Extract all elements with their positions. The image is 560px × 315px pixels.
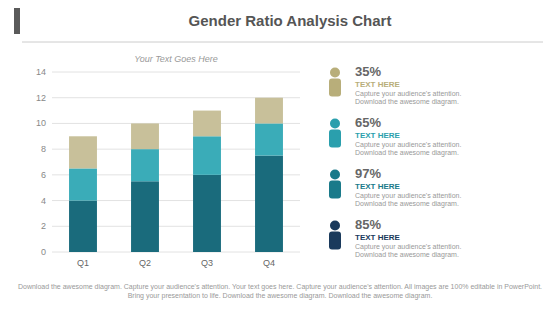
- bar-segment: [69, 136, 97, 168]
- person-body: [329, 130, 341, 148]
- sidebar-percent: 97%: [355, 166, 381, 181]
- title-accent: [14, 8, 20, 34]
- sidebar-desc: Capture your audience's attention.: [355, 192, 461, 200]
- sidebar-desc: Capture your audience's attention.: [355, 243, 461, 251]
- bar-segment: [193, 175, 221, 252]
- bar-segment: [255, 123, 283, 155]
- bars: [69, 98, 283, 252]
- person-head: [330, 119, 340, 129]
- subtitle: Your Text Goes Here: [134, 54, 218, 64]
- bar-segment: [193, 136, 221, 175]
- bar-segment: [255, 98, 283, 124]
- sidebar-desc: Download the awesome diagram.: [355, 149, 459, 157]
- sidebar-label: TEXT HERE: [355, 80, 401, 89]
- y-tick-label: 0: [41, 247, 46, 257]
- sidebar-desc: Download the awesome diagram.: [355, 200, 459, 208]
- sidebar-percent: 85%: [355, 217, 381, 232]
- person-head: [330, 170, 340, 180]
- sidebar-desc: Capture your audience's attention.: [355, 141, 461, 149]
- sidebar-label: TEXT HERE: [355, 131, 401, 140]
- x-tick-label: Q2: [139, 258, 151, 268]
- sidebar-percent: 35%: [355, 64, 381, 79]
- sidebar-label: TEXT HERE: [355, 182, 401, 191]
- person-body: [329, 232, 341, 250]
- y-tick-label: 8: [41, 144, 46, 154]
- chart-canvas: Gender Ratio Analysis Chart Your Text Goe…: [0, 0, 560, 280]
- title-rule: [22, 42, 543, 43]
- x-tick-label: Q3: [201, 258, 213, 268]
- footer: Download the awesome diagram. Capture yo…: [16, 282, 544, 300]
- sidebar-item: 97%TEXT HERECapture your audience's atte…: [329, 166, 461, 208]
- bar-segment: [131, 181, 159, 252]
- person-head: [330, 221, 340, 231]
- bar-segment: [131, 149, 159, 181]
- bar-segment: [255, 156, 283, 252]
- x-tick-label: Q4: [263, 258, 275, 268]
- title: Gender Ratio Analysis Chart: [189, 12, 392, 29]
- y-tick-label: 2: [41, 221, 46, 231]
- bar-segment: [131, 123, 159, 149]
- person-body: [329, 181, 341, 199]
- sidebar-percent: 65%: [355, 115, 381, 130]
- y-tick-label: 14: [36, 67, 46, 77]
- sidebar-desc: Capture your audience's attention.: [355, 90, 461, 98]
- y-tick-label: 12: [36, 93, 46, 103]
- y-tick-label: 4: [41, 196, 46, 206]
- bar-segment: [69, 201, 97, 252]
- sidebar-label: TEXT HERE: [355, 233, 401, 242]
- sidebar-item: 35%TEXT HERECapture your audience's atte…: [329, 64, 461, 106]
- person-head: [330, 68, 340, 78]
- bar-segment: [193, 111, 221, 137]
- y-tick-label: 6: [41, 170, 46, 180]
- bar-segment: [69, 168, 97, 200]
- sidebar-item: 65%TEXT HERECapture your audience's atte…: [329, 115, 461, 157]
- x-tick-label: Q1: [77, 258, 89, 268]
- grid-line: [52, 72, 300, 73]
- sidebar-desc: Download the awesome diagram.: [355, 251, 459, 259]
- sidebar-item: 85%TEXT HERECapture your audience's atte…: [329, 217, 461, 259]
- person-body: [329, 79, 341, 97]
- y-tick-label: 10: [36, 118, 46, 128]
- sidebar-desc: Download the awesome diagram.: [355, 98, 459, 106]
